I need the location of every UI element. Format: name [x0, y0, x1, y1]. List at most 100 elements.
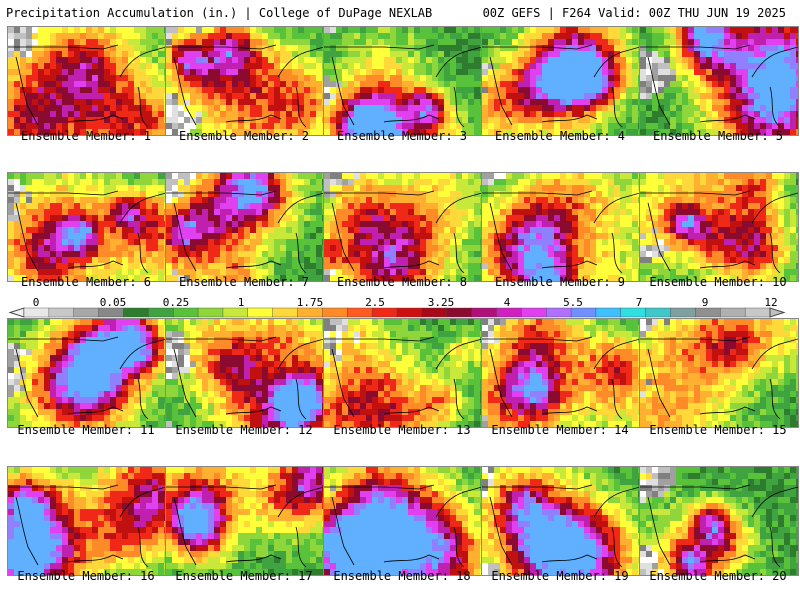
colorbar-swatch	[471, 307, 497, 318]
ensemble-map-15	[639, 318, 799, 428]
map-outline	[611, 526, 623, 568]
map-outline	[489, 56, 513, 126]
colorbar-tick-label: 1	[238, 296, 245, 309]
ensemble-member-label: Ensemble Member: 11	[17, 423, 155, 437]
colorbar-swatch	[421, 307, 448, 318]
map-outline	[67, 406, 124, 415]
colorbar-swatch	[322, 307, 348, 318]
colorbar-swatch	[446, 307, 473, 318]
colorbar-swatch	[720, 307, 746, 318]
map-outline	[751, 338, 798, 370]
ensemble-member-label: Ensemble Member: 4	[494, 129, 626, 143]
ensemble-member-label: Ensemble Member: 19	[491, 569, 629, 583]
ensemble-member-label: Ensemble Member: 5	[652, 129, 784, 143]
precip-field	[166, 319, 324, 427]
colorbar-swatch	[48, 307, 75, 318]
map-outline	[647, 56, 671, 126]
colorbar-swatch	[247, 307, 274, 318]
colorbar-swatch	[521, 307, 547, 318]
colorbar-swatch	[570, 307, 597, 318]
map-outline	[8, 484, 119, 490]
map-title: Precipitation Accumulation (in.) | Colle…	[6, 6, 433, 20]
ensemble-member-label: Ensemble Member: 13	[333, 423, 471, 437]
map-outline	[593, 192, 640, 224]
map-outline	[435, 338, 482, 370]
map-outline	[137, 232, 149, 274]
colorbar-tick-label: 5.5	[563, 296, 583, 309]
map-outline	[611, 232, 623, 274]
map-outline	[640, 484, 751, 490]
ensemble-member-label: Ensemble Member: 2	[178, 129, 310, 143]
ensemble-member-label: Ensemble Member: 1	[20, 129, 152, 143]
colorbar-tick-label: 0	[33, 296, 40, 309]
map-outline	[541, 114, 598, 123]
ensemble-map-8	[323, 172, 483, 282]
colorbar-swatch	[595, 307, 622, 318]
precip-field	[482, 467, 640, 575]
colorbar-tick-label: 9	[702, 296, 709, 309]
map-outline	[295, 232, 307, 274]
precip-field	[640, 319, 798, 427]
map-outline	[331, 496, 355, 566]
map-outline	[699, 554, 756, 563]
colorbar-swatch	[172, 307, 199, 318]
map-outline	[173, 496, 197, 566]
colorbar-swatch	[222, 307, 249, 318]
map-outline	[482, 484, 593, 490]
map-outline	[8, 44, 119, 50]
map-outline	[383, 554, 440, 563]
ensemble-member-label: Ensemble Member: 14	[491, 423, 629, 437]
ensemble-map-4	[481, 26, 641, 136]
ensemble-member-label: Ensemble Member: 9	[494, 275, 626, 289]
map-outline	[593, 338, 640, 370]
map-outline	[435, 486, 482, 518]
map-outline	[277, 486, 324, 518]
map-outline	[331, 56, 355, 126]
map-outline	[453, 526, 465, 568]
map-outline	[453, 232, 465, 274]
ensemble-member-label: Ensemble Member: 20	[649, 569, 787, 583]
map-outline	[383, 260, 440, 269]
ensemble-map-16	[7, 466, 167, 576]
ensemble-member-label: Ensemble Member: 3	[336, 129, 468, 143]
model-run-info: 00Z GEFS | F264 Valid: 00Z THU JUN 19 20…	[482, 6, 786, 20]
ensemble-map-7	[165, 172, 325, 282]
map-outline	[295, 526, 307, 568]
ensemble-member-label: Ensemble Member: 7	[178, 275, 310, 289]
map-outline	[453, 378, 465, 420]
map-outline	[67, 260, 124, 269]
map-outline	[15, 202, 39, 272]
map-outline	[751, 192, 798, 224]
map-outline	[137, 378, 149, 420]
colorbar-tick-label: 0.25	[163, 296, 190, 309]
map-outline	[769, 378, 781, 420]
ensemble-map-10	[639, 172, 799, 282]
map-outline	[751, 46, 798, 78]
map-outline	[119, 338, 166, 370]
map-outline	[699, 114, 756, 123]
map-outline	[173, 348, 197, 418]
precip-field	[324, 319, 482, 427]
ensemble-member-label: Ensemble Member: 15	[649, 423, 787, 437]
map-outline	[593, 46, 640, 78]
colorbar-tick-label: 4	[504, 296, 511, 309]
map-outline	[769, 86, 781, 128]
map-outline	[119, 46, 166, 78]
map-outline	[647, 496, 671, 566]
ensemble-member-label: Ensemble Member: 17	[175, 569, 313, 583]
map-outline	[611, 86, 623, 128]
ensemble-member-label: Ensemble Member: 8	[336, 275, 468, 289]
colorbar-swatch	[396, 307, 423, 318]
map-outline	[225, 554, 282, 563]
map-outline	[647, 202, 671, 272]
ensemble-map-5	[639, 26, 799, 136]
precip-field	[640, 27, 798, 135]
colorbar-tick-label: 3.25	[428, 296, 455, 309]
colorbar-swatch	[620, 307, 647, 318]
precip-field	[482, 27, 640, 135]
map-outline	[489, 202, 513, 272]
map-outline	[611, 378, 623, 420]
map-outline	[324, 484, 435, 490]
precip-field	[482, 173, 640, 281]
map-outline	[453, 86, 465, 128]
